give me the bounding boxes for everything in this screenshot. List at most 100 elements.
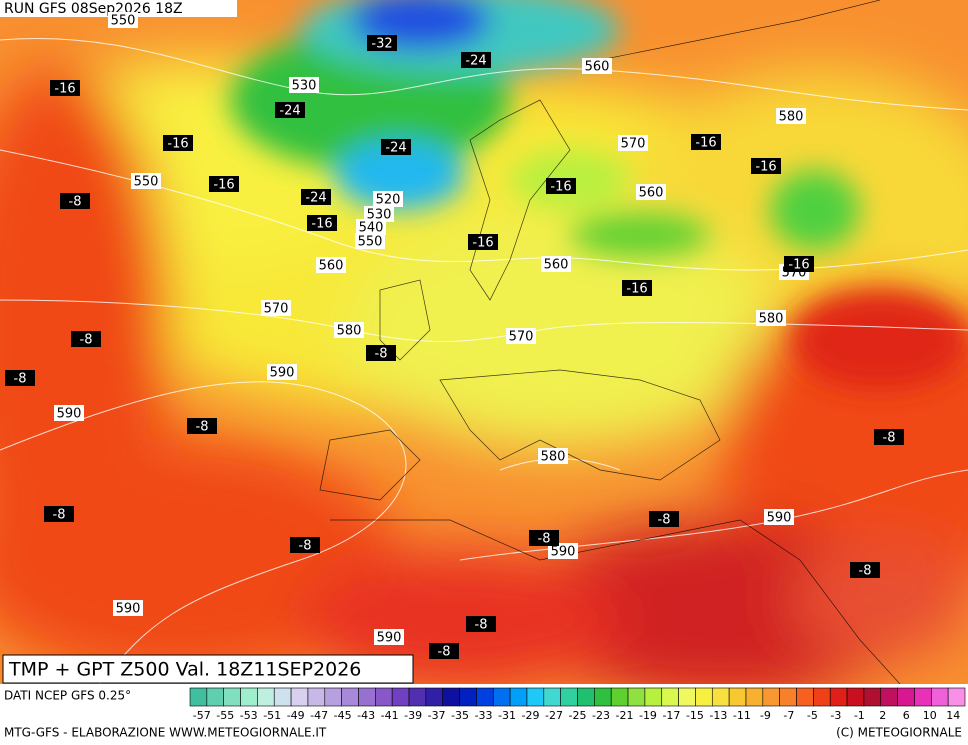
temperature-label: -16 <box>472 236 493 251</box>
gpt-label-box <box>756 310 786 326</box>
colorbar-swatch <box>846 687 865 707</box>
gpt-label: 520 <box>376 193 401 208</box>
temperature-label: -16 <box>213 178 234 193</box>
colorbar-swatch <box>189 687 208 707</box>
gpt-label: 570 <box>621 137 646 152</box>
colorbar-label: -1 <box>854 709 865 722</box>
colorbar-label: -15 <box>686 709 704 722</box>
temperature-label: -8 <box>53 508 66 523</box>
colorbar-swatch <box>728 687 747 707</box>
gpt-label-box <box>267 364 297 380</box>
colorbar-swatch <box>661 687 679 707</box>
gpt-label-box <box>618 135 648 151</box>
colorbar-label: -9 <box>760 709 771 722</box>
gpt-label: 570 <box>509 330 534 345</box>
temperature-label: -8 <box>438 645 451 660</box>
colorbar-swatch <box>273 687 292 707</box>
product-box <box>2 654 414 684</box>
temperature-label: -8 <box>299 539 312 554</box>
temperature-label-box <box>850 562 880 578</box>
colorbar-swatch <box>391 687 410 707</box>
temperature-label: -32 <box>371 37 392 52</box>
temperature-label: -16 <box>54 82 75 97</box>
colorbar-label: -21 <box>615 709 633 722</box>
colorbar-swatch <box>560 687 578 707</box>
colorbar-swatch <box>223 687 241 707</box>
colorbar-label: -51 <box>263 709 281 722</box>
temperature-label: -8 <box>658 513 671 528</box>
colorbar-swatch <box>526 687 545 707</box>
gpt-label-box <box>356 219 386 235</box>
temperature-label: -8 <box>859 564 872 579</box>
colorbar-label: -57 <box>193 709 211 722</box>
gpt-label-box <box>131 173 161 189</box>
gpt-label-box <box>764 509 794 525</box>
gpt-label-box <box>506 328 536 344</box>
colorbar-label: -33 <box>475 709 493 722</box>
temperature-label: -24 <box>465 54 486 69</box>
colorbar-swatch <box>425 687 444 707</box>
colorbar-swatch <box>813 687 831 707</box>
colorbar-label: -55 <box>216 709 234 722</box>
temperature-label-box <box>366 345 396 361</box>
colorbar-label: -47 <box>310 709 328 722</box>
colorbar-label: 14 <box>946 709 960 722</box>
gpt-label-box <box>334 322 364 338</box>
temperature-label-box <box>71 331 101 347</box>
temperature-label: -8 <box>69 195 82 210</box>
colorbar-swatch <box>796 687 814 707</box>
temperature-label-box <box>60 193 90 209</box>
colorbar-swatch <box>947 687 966 707</box>
gpt-label-box <box>261 300 291 316</box>
gpt-label: 580 <box>337 324 362 339</box>
temperature-label: -16 <box>626 282 647 297</box>
temperature-label: -8 <box>14 372 27 387</box>
temperature-label-box <box>784 256 814 272</box>
temperature-label: -8 <box>196 420 209 435</box>
gpt-label: 530 <box>292 79 317 94</box>
colorbar-label: -49 <box>287 709 305 722</box>
gpt-label-box <box>776 108 806 124</box>
gpt-label: 550 <box>111 14 136 29</box>
colorbar-swatch <box>341 687 359 707</box>
colorbar-label: -23 <box>592 709 610 722</box>
temperature-label-box <box>649 511 679 527</box>
colorbar-swatch <box>678 687 696 707</box>
gpt-label-box <box>374 629 404 645</box>
colorbar-swatch <box>206 687 224 707</box>
temperature-label-box <box>546 178 576 194</box>
colorbar-swatch <box>745 687 764 707</box>
temperature-label: -16 <box>550 180 571 195</box>
temperature-label-box <box>751 158 781 174</box>
colorbar-swatch <box>829 687 848 707</box>
temperature-label: -24 <box>385 141 406 156</box>
colorbar-label: -11 <box>733 709 751 722</box>
colorbar-swatch <box>290 687 309 707</box>
colorbar-swatch <box>375 687 393 707</box>
gpt-label: 550 <box>358 235 383 250</box>
product-label: TMP + GPT Z500 Val. 18Z11SEP2026 <box>8 659 361 681</box>
gpt-label-box <box>636 184 666 200</box>
colorbar-swatch <box>762 687 780 707</box>
gpt-label: 590 <box>270 366 295 381</box>
gpt-label: 570 <box>264 302 289 317</box>
temperature-label-box <box>187 418 217 434</box>
gpt-label-box <box>108 12 138 28</box>
temperature-label: -16 <box>311 217 332 232</box>
temperature-label: -8 <box>375 347 388 362</box>
gpt-label-box <box>316 257 346 273</box>
credit-label: MTG-GFS - ELABORAZIONE WWW.METEOGIORNALE… <box>4 726 327 740</box>
gpt-label-box <box>113 600 143 616</box>
temperature-label-box <box>874 429 904 445</box>
colorbar-swatch <box>695 687 713 707</box>
gpt-label: 560 <box>639 186 664 201</box>
temperature-label-box <box>275 102 305 118</box>
colorbar-swatch <box>880 687 898 707</box>
colorbar-swatch <box>358 687 376 707</box>
temperature-label: -24 <box>279 104 300 119</box>
colorbar-label: -19 <box>639 709 657 722</box>
temperature-label-box <box>163 135 193 151</box>
colorbar-label: 6 <box>903 709 910 722</box>
